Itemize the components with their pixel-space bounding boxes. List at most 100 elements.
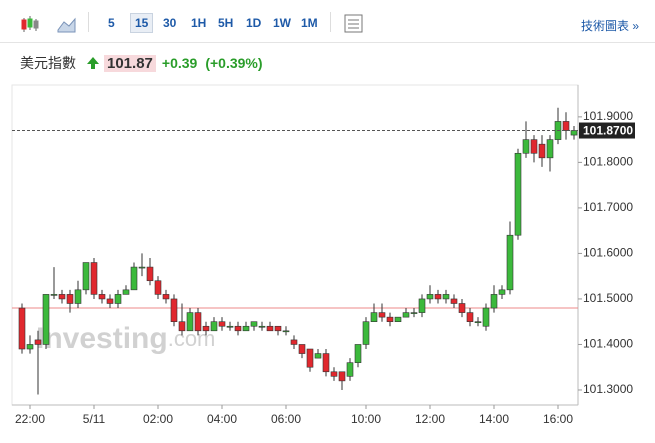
candle-body [66,294,74,304]
x-tick-label: 12:00 [415,412,445,426]
candle-body [258,325,266,328]
interval-button[interactable]: 1H [191,16,207,30]
candle-body [58,294,66,300]
instrument-name: 美元指數 [20,55,76,71]
candle-body [506,234,514,291]
candle-body [218,321,226,327]
candle-body [514,152,522,236]
candle-body [154,280,162,295]
price: 101.87 [104,54,156,72]
candle-body [130,266,138,291]
interval-button[interactable]: 1D [246,16,262,30]
candle-body [234,325,242,332]
candle-body [162,294,170,300]
candle-body [330,371,338,377]
candle-body [442,294,450,300]
candle-body [458,303,466,313]
change-percent: (+0.39%) [205,55,263,71]
candle-body [434,294,442,300]
candle-body [474,321,482,323]
candle-body [546,139,554,159]
y-tick-label: 101.4000 [583,337,633,351]
candle-body [266,325,274,332]
candle-body [570,130,578,136]
candle-body [482,307,490,327]
candle-body [410,312,418,314]
interval-button[interactable]: 30 [163,16,177,30]
candle-body [98,294,106,300]
x-tick-label: 04:00 [207,412,237,426]
y-tick-label: 101.3000 [583,382,633,396]
candle-body [370,312,378,322]
x-tick-label: 14:00 [479,412,509,426]
candle-body [50,294,58,296]
candle-body [298,344,306,354]
candle-body [226,325,234,328]
candle-body [274,325,282,332]
y-tick-label: 101.8000 [583,155,633,169]
technical-chart-link[interactable]: 技術圖表 » [580,19,639,33]
up-arrow [87,57,99,69]
x-tick-label: 16:00 [543,412,573,426]
candle-body [498,289,506,295]
candle-body [114,294,122,304]
candle-body [450,298,458,304]
candle-body [426,294,434,300]
candle-body [562,121,570,131]
candle-body [402,312,410,318]
current-price-label: 101.8700 [583,124,633,138]
settings-icon[interactable] [343,13,365,35]
candle-body [18,307,26,350]
candle-body [306,348,314,368]
y-tick-label: 101.6000 [583,246,633,260]
interval-button[interactable]: 5H [218,16,234,30]
candle-body [170,298,178,322]
watermark-brand: Investing [36,322,168,355]
y-tick-label: 101.7000 [583,200,633,214]
candle-body [386,316,394,322]
interval-button[interactable]: 1M [301,16,318,30]
candle-body [146,266,154,282]
candle-body [362,321,370,345]
x-tick-label: 5/11 [83,412,106,426]
candle-body [490,294,498,309]
candle-body [138,266,146,269]
candle-body [74,289,82,304]
chart-type-icons [21,16,76,33]
candle-body [90,262,98,295]
candle-body [122,289,130,295]
candle-body [210,321,218,332]
candle-body [290,339,298,345]
x-tick-label: 22:00 [15,412,45,426]
candle-body [26,344,34,350]
candle-body [378,312,386,318]
plot-frame [11,84,579,406]
candle-body [338,371,346,382]
candle-body [34,339,42,345]
candle-body [346,362,354,377]
interval-button[interactable]: 1W [273,16,291,30]
candle-body [522,139,530,154]
x-tick-label: 10:00 [351,412,381,426]
candle-body [242,325,250,332]
candle-body [106,298,114,304]
candle-body [322,353,330,373]
y-tick-label: 101.9000 [583,109,633,123]
candle-body [186,312,194,332]
toolbar: 5 15 30 1H 5H 1D 1W 1M 技術圖表 » [0,0,655,43]
candle-body [194,312,202,332]
candle-body [530,139,538,154]
candle-body [250,321,258,327]
candle-body [202,325,210,332]
current-price-box [579,122,635,139]
candle-body [314,353,322,359]
change: +0.39 [161,55,198,71]
x-tick-label: 06:00 [271,412,301,426]
interval-button[interactable]: 5 [108,16,115,30]
y-tick-label: 101.5000 [583,291,633,305]
candle-body [538,143,546,159]
candle-body [282,330,290,333]
interval-button[interactable]: 15 [130,13,154,33]
